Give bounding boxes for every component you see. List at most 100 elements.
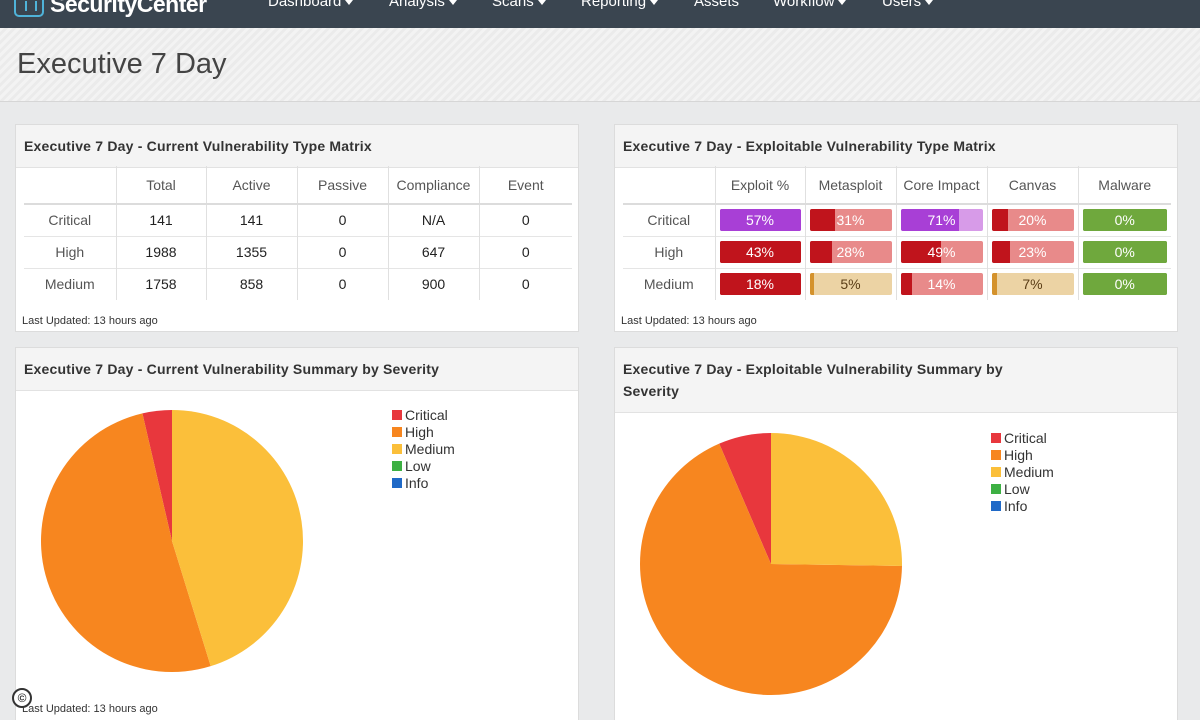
table-cell[interactable]: 900 <box>387 267 479 300</box>
table-cell[interactable]: 141 <box>115 203 206 236</box>
table-cell[interactable]: 7% <box>986 267 1078 300</box>
percent-bar-fill <box>719 273 801 296</box>
nav-analysis[interactable]: Analysis <box>389 0 457 10</box>
table-cell[interactable]: 43% <box>714 235 805 268</box>
nav-reporting[interactable]: Reporting <box>581 0 659 10</box>
legend-item-low[interactable]: Low <box>991 480 1054 497</box>
table-cell[interactable]: N/A <box>387 203 479 236</box>
percent-bar: 23% <box>991 241 1074 263</box>
table-row: Critical 57% 31% 71% 20% 0% <box>623 203 1171 236</box>
current-matrix-panel: Executive 7 Day - Current Vulnerability … <box>15 124 579 332</box>
row-label: Critical <box>623 203 715 236</box>
legend-item-medium[interactable]: Medium <box>392 440 455 457</box>
pie-slice-critical[interactable] <box>142 410 172 541</box>
table-cell[interactable]: 0% <box>1077 235 1171 268</box>
pie-slice-high[interactable] <box>640 443 902 695</box>
table-cell[interactable]: 31% <box>804 203 896 236</box>
table-cell[interactable]: 858 <box>205 267 297 300</box>
nav-users[interactable]: Users <box>882 0 934 10</box>
nav-assets[interactable]: Assets <box>694 0 739 10</box>
table-cell[interactable]: 14% <box>895 267 987 300</box>
table-cell[interactable]: 0 <box>478 203 572 236</box>
current-summary-panel: Executive 7 Day - Current Vulnerability … <box>15 347 579 720</box>
table-cell[interactable]: 28% <box>804 235 896 268</box>
legend-item-critical[interactable]: Critical <box>991 429 1054 446</box>
legend-item-low[interactable]: Low <box>392 457 455 474</box>
percent-bar: 0% <box>1082 241 1167 263</box>
column-header: Compliance <box>387 166 479 205</box>
legend-swatch <box>991 466 1001 477</box>
legend-label: Info <box>405 474 429 491</box>
table-cell[interactable]: 49% <box>895 235 987 268</box>
table-cell[interactable]: 20% <box>986 203 1078 236</box>
row-label: Critical <box>24 203 116 236</box>
legend-label: Low <box>1004 480 1030 497</box>
column-header: Active <box>205 166 297 205</box>
pie-slice-medium[interactable] <box>172 410 303 667</box>
legend-item-info[interactable]: Info <box>392 474 455 491</box>
percent-bar-fill <box>900 241 941 263</box>
legend-label: High <box>405 423 434 440</box>
legend-label: Critical <box>405 406 448 423</box>
table-header-row: Total Active Passive Compliance Event <box>24 166 572 205</box>
chevron-down-icon <box>537 0 546 5</box>
table-cell[interactable]: 0 <box>296 203 388 236</box>
legend-swatch <box>392 426 402 437</box>
percent-bar-fill <box>809 209 835 232</box>
column-header: Total <box>115 166 206 205</box>
legend-item-high[interactable]: High <box>392 423 455 440</box>
table-cell[interactable]: 1758 <box>115 267 206 300</box>
column-header: Passive <box>296 166 388 205</box>
legend-item-high[interactable]: High <box>991 446 1054 463</box>
table-cell[interactable]: 0% <box>1077 267 1171 300</box>
legend-label: Medium <box>1004 463 1054 480</box>
legend-swatch <box>392 409 402 420</box>
table-cell[interactable]: 1355 <box>205 235 297 268</box>
nav-dashboard[interactable]: Dashboard <box>268 0 354 10</box>
table-cell[interactable]: 1988 <box>115 235 206 268</box>
app-logo[interactable]: SecurityCenter <box>14 0 207 20</box>
current-summary-title: Executive 7 Day - Current Vulnerability … <box>16 348 578 391</box>
table-cell[interactable]: 0 <box>478 235 572 268</box>
logo-icon <box>14 0 44 17</box>
table-cell[interactable]: 141 <box>205 203 297 236</box>
percent-bar-fill <box>900 209 959 232</box>
percent-bar-fill <box>900 273 912 296</box>
percent-bar-label: 18% <box>745 276 775 293</box>
table-cell[interactable]: 0 <box>296 267 388 300</box>
percent-bar: 43% <box>719 241 801 263</box>
table-cell[interactable]: 18% <box>714 267 805 300</box>
column-header: Event <box>478 166 572 205</box>
nav-workflow[interactable]: Workflow <box>773 0 847 10</box>
percent-bar: 7% <box>991 273 1074 296</box>
pie-slice-high[interactable] <box>40 413 211 672</box>
table-cell[interactable]: 0 <box>296 235 388 268</box>
legend-swatch <box>392 477 402 488</box>
percent-bar-fill <box>719 241 801 263</box>
row-label: High <box>24 235 116 268</box>
table-cell[interactable]: 0% <box>1077 203 1171 236</box>
nav-scans[interactable]: Scans <box>492 0 546 10</box>
exploitable-summary-panel: Executive 7 Day - Exploitable Vulnerabil… <box>614 347 1178 720</box>
pie-slice-critical[interactable] <box>719 433 771 564</box>
last-updated: Last Updated: 13 hours ago <box>22 703 158 715</box>
legend-item-critical[interactable]: Critical <box>392 406 455 423</box>
table-cell[interactable]: 5% <box>804 267 896 300</box>
page-header: Executive 7 Day <box>0 28 1200 102</box>
current-matrix-title: Executive 7 Day - Current Vulnerability … <box>16 125 578 168</box>
percent-bar-fill <box>809 241 833 263</box>
table-cell[interactable]: 57% <box>714 203 805 236</box>
percent-bar: 28% <box>809 241 892 263</box>
nav-reporting-label: Reporting <box>581 0 647 10</box>
table-cell[interactable]: 23% <box>986 235 1078 268</box>
table-cell[interactable]: 647 <box>387 235 479 268</box>
nav-users-label: Users <box>882 0 922 10</box>
table-cell[interactable]: 71% <box>895 203 987 236</box>
column-header: Core Impact <box>895 166 987 205</box>
legend-label: Info <box>1004 497 1028 514</box>
table-cell[interactable]: 0 <box>478 267 572 300</box>
legend-item-medium[interactable]: Medium <box>991 463 1054 480</box>
percent-bar-label: 31% <box>836 212 865 229</box>
pie-slice-medium[interactable] <box>771 433 902 566</box>
legend-item-info[interactable]: Info <box>991 497 1054 514</box>
